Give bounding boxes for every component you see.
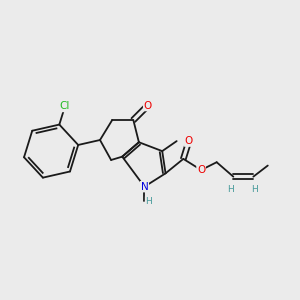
- Text: H: H: [226, 185, 233, 194]
- Text: H: H: [251, 185, 258, 194]
- Text: O: O: [197, 165, 205, 175]
- Text: Cl: Cl: [59, 101, 70, 112]
- Text: O: O: [185, 136, 193, 146]
- Text: O: O: [144, 100, 152, 111]
- Text: N: N: [141, 182, 148, 192]
- Text: H: H: [146, 196, 152, 206]
